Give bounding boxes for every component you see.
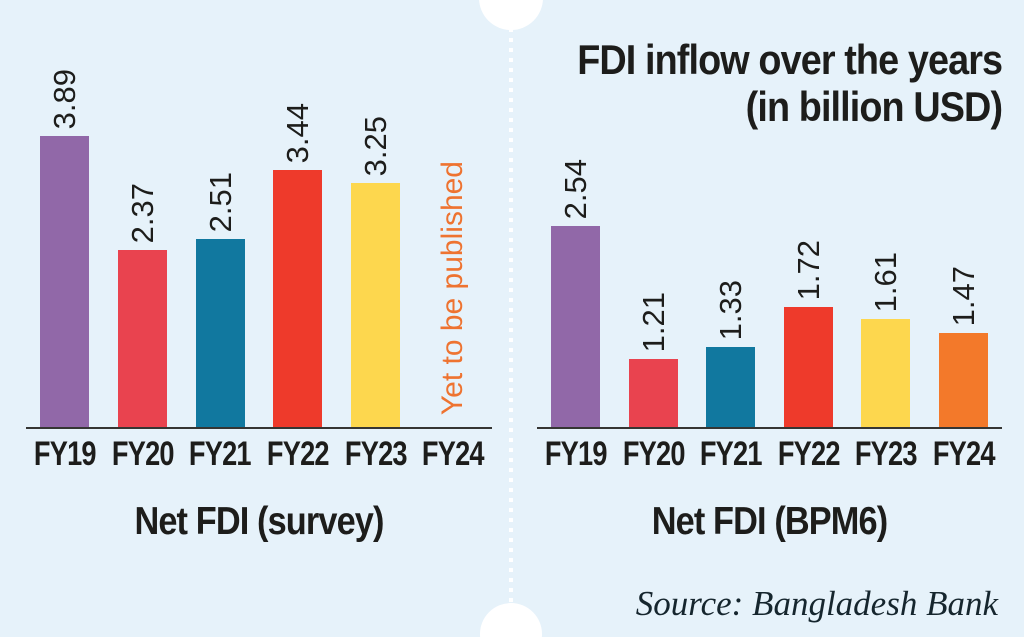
bar-fy19: [40, 136, 90, 427]
bar-slot-fy24: Yet to be published: [414, 161, 492, 427]
annotation-yet-to-be-published: Yet to be published: [436, 160, 470, 415]
bar-value-label: 1.61: [868, 251, 904, 312]
bar-slot-fy20: 2.37: [104, 183, 182, 427]
bar-slot-fy19: 2.54: [537, 159, 615, 427]
x-tick-label-fy23: FY23: [854, 435, 918, 473]
x-tick-label-fy20: FY20: [622, 435, 685, 473]
bar-slot-fy20: 1.21: [615, 292, 693, 427]
chart-title: FDI inflow over the years (in billion US…: [577, 36, 1003, 131]
bar-fy20: [118, 250, 167, 427]
bar-fy21: [706, 347, 756, 427]
chart-subtitle-survey: Net FDI (survey): [134, 500, 384, 543]
bar-slot-fy21: 1.33: [692, 280, 770, 427]
x-tick-label-fy19: FY19: [33, 435, 97, 473]
chart-net-fdi-survey: 3.89 2.37 2.51 3.44 3.25 Yet to be published …: [26, 47, 492, 544]
x-tick-label-fy22: FY22: [266, 435, 330, 473]
x-tick-label-fy20: FY20: [111, 435, 175, 473]
bar-slot-fy22: 3.44: [259, 103, 337, 427]
chart-title-line2: (in billion USD): [745, 83, 1003, 131]
bar-fy20: [628, 359, 678, 427]
divider-top-circle: [479, 0, 543, 30]
x-tick-label-fy23: FY23: [344, 435, 408, 473]
bar-value-label: 2.37: [125, 182, 160, 243]
x-tick-label-fy19: FY19: [544, 435, 608, 473]
x-tick-label-fy21: FY21: [699, 435, 763, 473]
source-credit: Source: Bangladesh Bank: [635, 584, 998, 623]
divider-dotted-line: [509, 28, 513, 608]
bar-fy22: [783, 307, 833, 427]
divider-bottom-circle: [480, 603, 542, 637]
x-tick-label-fy22: FY22: [777, 435, 840, 473]
chart-title-line1: FDI inflow over the years: [577, 36, 1003, 83]
bar-value-label: 1.47: [945, 265, 981, 326]
bar-slot-fy23: 3.25: [337, 116, 415, 427]
bar-value-label: 3.89: [47, 68, 83, 129]
plot-area-bpm6: 2.54 1.21 1.33 1.72 1.61 1.47: [537, 47, 1002, 429]
bar-fy19: [551, 226, 601, 427]
x-axis-bpm6: FY19 FY20 FY21 FY22 FY23 FY24: [537, 435, 1002, 474]
bar-fy24: [938, 333, 988, 427]
bar-value-label: 1.72: [790, 239, 826, 300]
bar-slot-fy21: 2.51: [181, 172, 259, 427]
bar-slot-fy23: 1.61: [847, 252, 925, 427]
bar-value-label: 3.44: [280, 102, 316, 163]
chart-net-fdi-bpm6: 2.54 1.21 1.33 1.72 1.61 1.47 FY19 FY20 FY21 FY2…: [537, 47, 1002, 544]
x-tick-label-fy21: FY21: [189, 435, 252, 473]
bar-value-label: 3.25: [358, 115, 394, 176]
bar-fy21: [195, 239, 245, 427]
chart-subtitle-bpm6: Net FDI (BPM6): [651, 500, 888, 543]
bar-slot-fy24: 1.47: [925, 266, 1003, 427]
x-tick-label-fy24: FY24: [932, 435, 995, 473]
bar-value-label: 2.51: [202, 171, 238, 232]
x-tick-label-fy24: FY24: [422, 435, 485, 473]
bar-value-label: 1.21: [635, 291, 671, 352]
bar-fy22: [273, 170, 323, 427]
plot-area-survey: 3.89 2.37 2.51 3.44 3.25 Yet to be published: [26, 47, 492, 429]
bar-value-label: 2.54: [558, 158, 594, 219]
bar-value-label: 1.33: [713, 279, 749, 340]
bar-fy23: [351, 183, 401, 427]
bar-fy23: [861, 319, 911, 427]
bar-slot-fy22: 1.72: [770, 240, 848, 427]
x-axis-survey: FY19 FY20 FY21 FY22 FY23 FY24: [26, 435, 492, 474]
bar-slot-fy19: 3.89: [26, 69, 104, 427]
